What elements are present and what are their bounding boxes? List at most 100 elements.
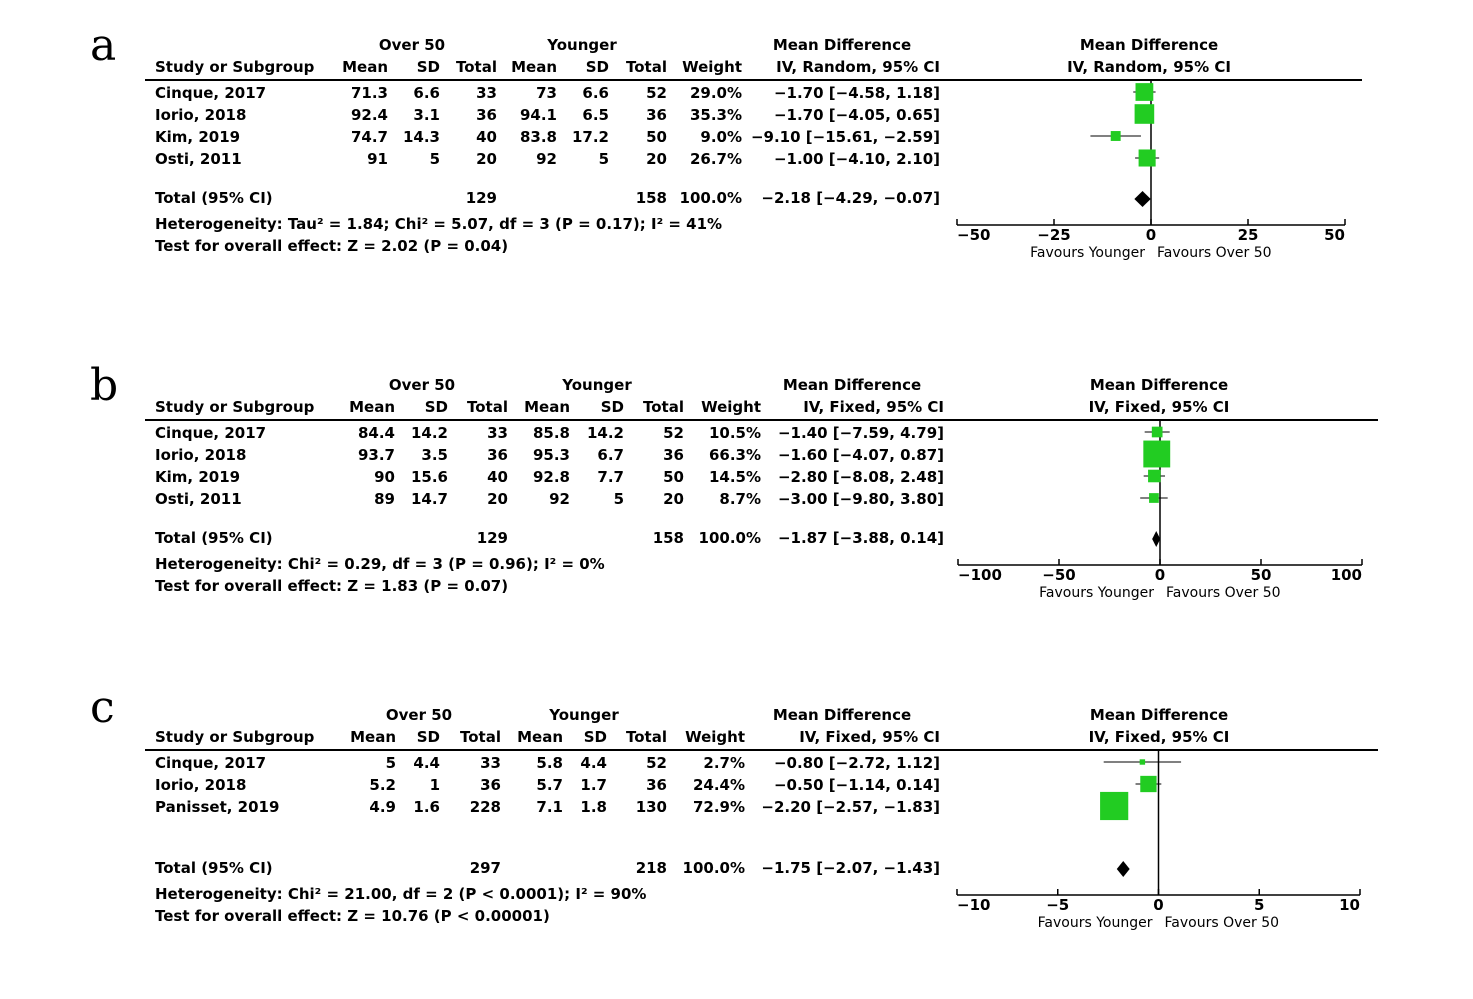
study-marker <box>1134 104 1155 124</box>
method-header-right: IV, Fixed, 95% CI <box>1088 728 1230 746</box>
heterogeneity-text: Heterogeneity: Tau² = 1.84; Chi² = 5.07,… <box>155 215 723 233</box>
g2-total: 20 <box>663 490 684 508</box>
favours-right-label: Favours Over 50 <box>1166 585 1281 601</box>
col-total1-header: Total <box>456 58 497 76</box>
study-weight: 24.4% <box>692 776 745 794</box>
method-header-left: IV, Fixed, 95% CI <box>799 728 940 746</box>
pooled-diamond <box>1116 861 1130 877</box>
col-total2-header: Total <box>626 728 667 746</box>
study-weight: 8.7% <box>719 490 761 508</box>
md-header-right: Mean Difference <box>1079 36 1219 54</box>
g1-mean: 71.3 <box>350 84 388 102</box>
g1-mean: 4.9 <box>369 798 396 816</box>
total-n1: 129 <box>465 189 497 207</box>
forest-plot: −10 −5 0 5 10 Favours Younger Favours Over 50 <box>956 751 1361 931</box>
g2-mean: 94.1 <box>519 106 557 124</box>
col-total2-header: Total <box>643 398 684 416</box>
total-label: Total (95% CI) <box>155 859 273 877</box>
study-weight: 14.5% <box>708 468 761 486</box>
method-header-left: IV, Random, 95% CI <box>776 58 940 76</box>
col-mean1-header: Mean <box>350 728 396 746</box>
x-tick-label: −25 <box>1037 226 1070 244</box>
g1-mean: 5.2 <box>369 776 396 794</box>
x-tick-label: 0 <box>1146 226 1156 244</box>
total-weight: 100.0% <box>679 189 742 207</box>
g1-mean: 84.4 <box>357 424 395 442</box>
g2-sd: 6.5 <box>582 106 609 124</box>
total-weight: 100.0% <box>698 529 761 547</box>
forest-panel-c: c Over 50 Younger Mean Difference Mean Diffe… <box>0 682 1473 990</box>
total-label: Total (95% CI) <box>155 189 273 207</box>
g2-total: 20 <box>646 150 667 168</box>
g1-total: 20 <box>476 150 497 168</box>
g1-mean: 5 <box>385 754 396 772</box>
md-header-left: Mean Difference <box>772 36 912 54</box>
g2-mean: 92 <box>549 490 570 508</box>
study-name: Osti, 2011 <box>155 490 242 508</box>
study-ci: −2.80 [−8.08, 2.48] <box>777 468 944 486</box>
col-total2-header: Total <box>626 58 667 76</box>
g1-sd: 14.2 <box>410 424 448 442</box>
md-header-right: Mean Difference <box>1089 376 1229 394</box>
g2-mean: 5.8 <box>536 754 563 772</box>
x-tick-label: 5 <box>1254 896 1264 914</box>
g2-total: 36 <box>663 446 684 464</box>
col-mean1-header: Mean <box>342 58 388 76</box>
g2-mean: 73 <box>536 84 557 102</box>
md-header-left: Mean Difference <box>782 376 922 394</box>
total-label: Total (95% CI) <box>155 529 273 547</box>
md-header-right: Mean Difference <box>1089 706 1229 724</box>
study-weight: 2.7% <box>703 754 745 772</box>
x-tick-label: 100 <box>1331 566 1362 584</box>
panel-letter: b <box>90 360 119 411</box>
col-weight-header: Weight <box>685 728 745 746</box>
total-ci: −2.18 [−4.29, −0.07] <box>761 189 940 207</box>
study-ci: −1.40 [−7.59, 4.79] <box>777 424 944 442</box>
x-tick-label: −10 <box>957 896 990 914</box>
method-header-right: IV, Fixed, 95% CI <box>1088 398 1230 416</box>
g2-total: 52 <box>663 424 684 442</box>
study-marker <box>1100 791 1129 821</box>
col-sd1-header: SD <box>416 58 440 76</box>
favours-right-label: Favours Over 50 <box>1165 915 1280 931</box>
study-name: Kim, 2019 <box>155 128 241 146</box>
group2-header: Younger <box>562 376 632 394</box>
g2-mean: 5.7 <box>536 776 563 794</box>
header-rule <box>145 749 1378 751</box>
g1-mean: 92.4 <box>350 106 388 124</box>
col-sd1-header: SD <box>416 728 440 746</box>
study-weight: 26.7% <box>689 150 742 168</box>
study-name: Iorio, 2018 <box>155 106 247 124</box>
g1-sd: 6.6 <box>413 84 440 102</box>
g2-total: 50 <box>646 128 667 146</box>
col-mean2-header: Mean <box>511 58 557 76</box>
study-ci: −2.20 [−2.57, −1.83] <box>761 798 940 816</box>
col-sd2-header: SD <box>585 58 609 76</box>
g1-total: 33 <box>487 424 508 442</box>
total-weight: 100.0% <box>682 859 745 877</box>
col-mean2-header: Mean <box>517 728 563 746</box>
col-study-header: Study or Subgroup <box>155 728 315 746</box>
md-header-left: Mean Difference <box>772 706 912 724</box>
study-ci: −1.00 [−4.10, 2.10] <box>773 150 940 168</box>
g1-sd: 14.7 <box>410 490 448 508</box>
study-marker <box>1149 493 1159 503</box>
total-n1: 297 <box>469 859 501 877</box>
g2-total: 52 <box>646 84 667 102</box>
g1-mean: 93.7 <box>357 446 395 464</box>
col-study-header: Study or Subgroup <box>155 58 315 76</box>
overall-effect-text: Test for overall effect: Z = 2.02 (P = 0… <box>155 237 509 255</box>
g2-total: 36 <box>646 776 667 794</box>
g2-mean: 92.8 <box>532 468 570 486</box>
study-name: Cinque, 2017 <box>155 754 267 772</box>
study-ci: −1.60 [−4.07, 0.87] <box>777 446 944 464</box>
study-marker <box>1110 131 1121 141</box>
x-tick-label: 25 <box>1238 226 1259 244</box>
g2-sd: 14.2 <box>586 424 624 442</box>
study-marker <box>1143 440 1171 468</box>
favours-left-label: Favours Younger <box>1030 245 1145 261</box>
g2-total: 50 <box>663 468 684 486</box>
g1-sd: 5 <box>429 150 440 168</box>
g2-sd: 1.8 <box>580 798 607 816</box>
total-ci: −1.75 [−2.07, −1.43] <box>761 859 940 877</box>
